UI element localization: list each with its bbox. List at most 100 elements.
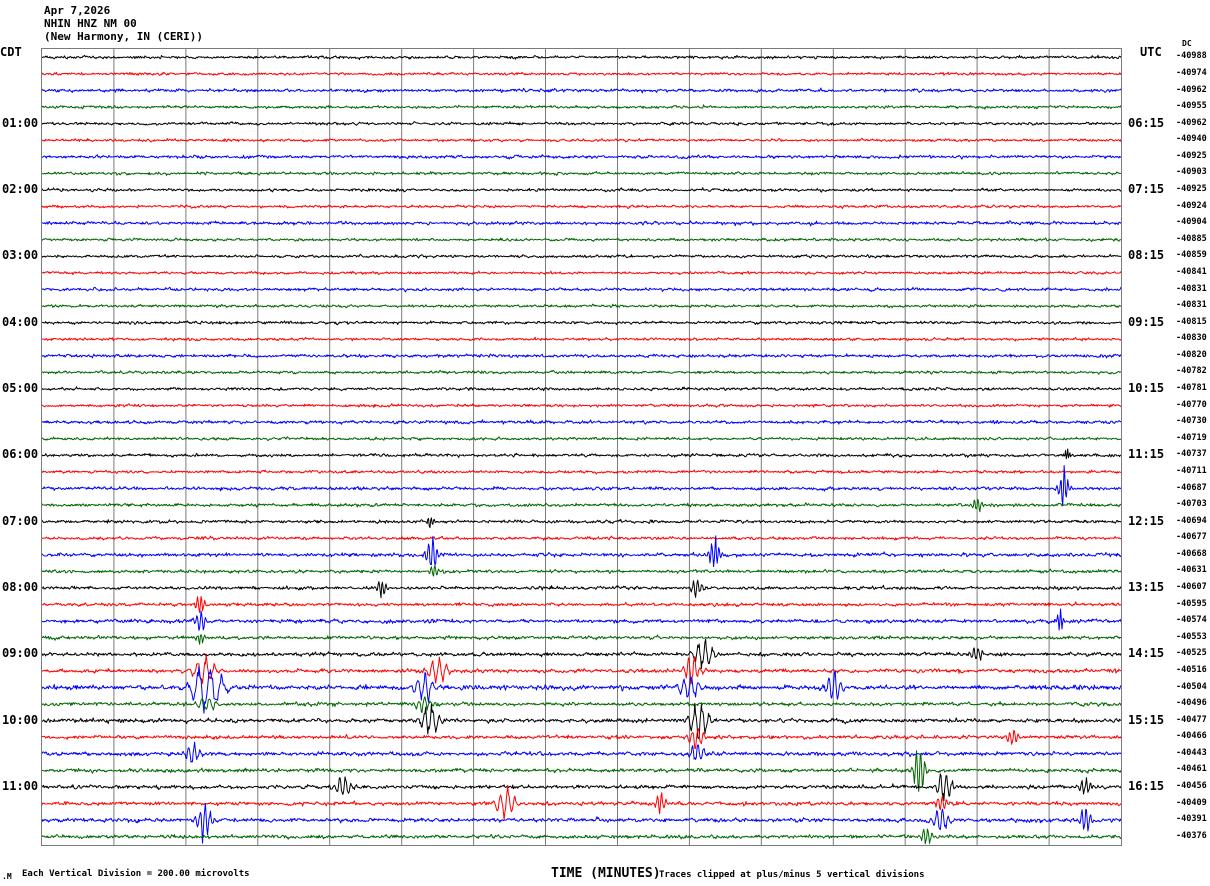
dc-value: -40781 bbox=[1176, 383, 1207, 393]
dc-value: -40677 bbox=[1176, 532, 1207, 543]
dc-value: -40607 bbox=[1176, 582, 1207, 592]
header-station-location: (New Harmony, IN (CERI)) bbox=[44, 30, 203, 43]
trace-row-32 bbox=[42, 579, 1121, 599]
dc-value: -40504 bbox=[1176, 681, 1207, 692]
dc-value: -40815 bbox=[1176, 316, 1207, 327]
trace-row-22 bbox=[42, 419, 1121, 425]
dc-value: -40553 bbox=[1176, 631, 1207, 642]
cdt-time-label: 06:00 bbox=[2, 447, 39, 462]
trace-row-6 bbox=[42, 154, 1121, 160]
dc-value: -40461 bbox=[1176, 764, 1207, 775]
dc-value: -40940 bbox=[1176, 134, 1207, 145]
trace-row-19 bbox=[42, 369, 1121, 375]
dc-value: -40885 bbox=[1176, 233, 1207, 244]
cdt-time-label: 04:00 bbox=[2, 314, 39, 329]
dc-value: -40477 bbox=[1176, 714, 1207, 725]
trace-row-35 bbox=[42, 634, 1121, 645]
trace-row-16 bbox=[42, 320, 1121, 326]
x-axis-title: TIME (MINUTES) bbox=[551, 866, 661, 881]
trace-row-46 bbox=[42, 803, 1121, 844]
dc-value: -40831 bbox=[1176, 300, 1207, 310]
utc-time-label: 16:15 bbox=[1128, 779, 1165, 793]
dc-value: -40925 bbox=[1176, 150, 1207, 161]
trace-row-31 bbox=[42, 565, 1121, 577]
trace-row-24 bbox=[42, 448, 1121, 460]
dc-value: -40496 bbox=[1176, 698, 1207, 708]
cdt-time-label: 08:00 bbox=[2, 580, 39, 594]
trace-row-43 bbox=[42, 750, 1121, 792]
dc-value: -40903 bbox=[1176, 167, 1207, 178]
cdt-time-label: 09:00 bbox=[2, 646, 39, 661]
utc-time-label: 06:15 bbox=[1128, 115, 1165, 130]
trace-row-23 bbox=[42, 436, 1121, 441]
dc-value: -40456 bbox=[1176, 781, 1207, 791]
dc-value: -40955 bbox=[1176, 101, 1207, 111]
trace-row-37 bbox=[42, 654, 1121, 685]
dc-value: -40770 bbox=[1176, 399, 1207, 410]
dc-value: -40782 bbox=[1176, 366, 1207, 377]
trace-row-29 bbox=[42, 535, 1121, 541]
dc-value: -40737 bbox=[1176, 449, 1207, 460]
cdt-time-label: 05:00 bbox=[2, 381, 39, 395]
trace-row-36 bbox=[42, 638, 1121, 670]
dc-value: -40719 bbox=[1176, 432, 1207, 443]
utc-time-label: 13:15 bbox=[1128, 580, 1165, 594]
utc-time-label: 07:15 bbox=[1128, 182, 1165, 196]
dc-value: -40904 bbox=[1176, 217, 1207, 228]
dc-value: -40409 bbox=[1176, 797, 1207, 808]
cdt-time-label: 10:00 bbox=[2, 712, 39, 727]
footer-corner-mark: .M bbox=[2, 872, 12, 881]
trace-row-45 bbox=[42, 785, 1121, 821]
dc-value: -40830 bbox=[1176, 333, 1207, 344]
dc-column-header: DC bbox=[1182, 39, 1192, 48]
dc-value: -40574 bbox=[1176, 615, 1207, 626]
dc-value: -40516 bbox=[1176, 664, 1207, 675]
trace-row-5 bbox=[42, 137, 1121, 143]
trace-row-47 bbox=[42, 828, 1121, 845]
dc-value: -40703 bbox=[1176, 499, 1207, 509]
dc-value: -40466 bbox=[1176, 731, 1207, 742]
dc-value: -40595 bbox=[1176, 598, 1207, 609]
dc-value: -40820 bbox=[1176, 349, 1207, 360]
x-axis-ticks bbox=[41, 846, 1122, 860]
trace-row-10 bbox=[42, 220, 1121, 227]
trace-row-17 bbox=[42, 336, 1121, 342]
dc-value: -40831 bbox=[1176, 283, 1207, 294]
dc-value: -40525 bbox=[1176, 648, 1207, 659]
right-timezone-label: UTC bbox=[1140, 45, 1162, 59]
trace-row-20 bbox=[42, 386, 1121, 392]
header-date: Apr 7,2026 bbox=[44, 4, 111, 17]
trace-row-18 bbox=[42, 353, 1121, 359]
trace-row-34 bbox=[42, 608, 1121, 631]
cdt-time-label: 11:00 bbox=[2, 779, 39, 793]
trace-row-39 bbox=[42, 696, 1121, 713]
utc-time-label: 14:15 bbox=[1128, 646, 1165, 661]
left-timezone-label: CDT bbox=[0, 45, 22, 59]
cdt-time-label: 03:00 bbox=[2, 248, 39, 263]
trace-row-3 bbox=[42, 104, 1121, 110]
dc-value: -40988 bbox=[1176, 51, 1207, 62]
trace-row-40 bbox=[42, 702, 1121, 739]
trace-row-0 bbox=[42, 54, 1121, 61]
trace-row-26 bbox=[42, 465, 1121, 507]
dc-value: -40730 bbox=[1176, 416, 1207, 427]
trace-row-11 bbox=[42, 237, 1121, 242]
trace-row-9 bbox=[42, 204, 1121, 210]
trace-row-21 bbox=[42, 403, 1121, 408]
trace-row-41 bbox=[42, 728, 1121, 750]
dc-value: -40962 bbox=[1176, 84, 1207, 95]
seismogram-plot-area[interactable] bbox=[41, 48, 1122, 846]
trace-row-38 bbox=[42, 665, 1121, 714]
trace-row-42 bbox=[42, 741, 1121, 763]
utc-time-label: 15:15 bbox=[1128, 712, 1165, 727]
dc-value: -40668 bbox=[1176, 548, 1207, 559]
utc-time-label: 10:15 bbox=[1128, 381, 1165, 395]
cdt-time-label: 01:00 bbox=[2, 115, 39, 130]
trace-row-14 bbox=[42, 286, 1121, 293]
utc-time-label: 08:15 bbox=[1128, 248, 1165, 263]
dc-value: -40859 bbox=[1176, 250, 1207, 261]
trace-row-25 bbox=[42, 469, 1121, 475]
dc-value: -40391 bbox=[1176, 814, 1207, 825]
dc-value: -40925 bbox=[1176, 184, 1207, 194]
cdt-time-label: 02:00 bbox=[2, 182, 39, 196]
